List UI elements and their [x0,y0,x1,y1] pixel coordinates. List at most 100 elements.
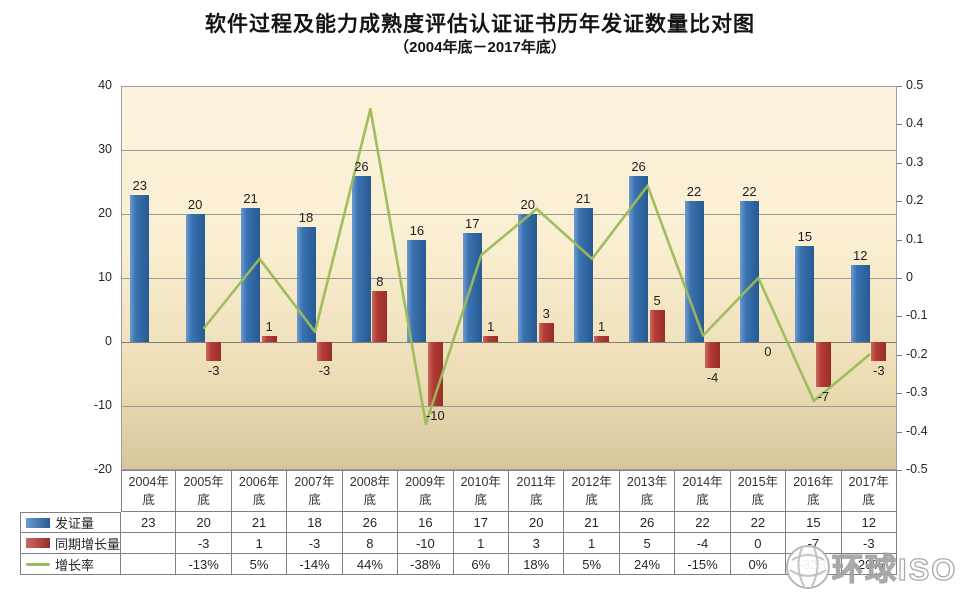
bar-growth-amount [261,335,277,342]
bar-label-certificates: 20 [520,197,535,212]
bar-label-growth-amount: 1 [487,318,495,334]
bar-certificates [795,246,815,342]
table-cell: 26 [619,512,676,533]
table-header-year: 2008年 [349,474,391,489]
bar-label-certificates: 16 [409,222,425,238]
bar-growth-amount [427,342,443,406]
y-axis-label-left: 20 [98,206,112,220]
table-header-year: 底 [474,493,488,507]
table-cell: 21 [564,512,620,533]
table-cell: 22 [675,512,731,533]
table-cell: -14% [287,554,343,575]
table-header-year: 底 [363,493,377,507]
data-label-layer: 23 20 -3 21 1 18 -3 26 8 16 -10 17 1 20 3 21 1 26 5 22 -4 22 0… [121,86,897,470]
table-header-year: 2014年 [682,474,723,489]
y-axis-tick-right [897,393,902,395]
table-header-year: 底 [696,493,709,507]
y-axis-tick-right [897,278,902,279]
table-header-year: 底 [197,493,210,507]
bar-certificates [407,239,427,342]
legend-cell-growth-rate: 增长率 [20,554,121,575]
bar-label-growth-amount: -3 [873,363,885,379]
y-axis-tick-right [897,162,902,164]
bar-label-certificates: 17 [465,216,480,232]
table-cell: -32% [786,554,842,575]
bar-label-certificates: 26 [631,158,646,174]
table-cell: 17 [453,512,509,533]
y-axis-label-left: 30 [98,142,112,156]
bar-growth-amount [594,335,610,342]
table-cell: 1 [453,533,509,554]
y-axis-label-right: 0.4 [906,116,924,131]
legend-label: 增长率 [55,557,95,573]
table-header-year: 2013年 [626,474,668,489]
table-header-cell: 2017年底 [841,470,897,512]
gridline [121,214,897,215]
table-cell: 44% [342,554,399,575]
bar-certificates [850,265,870,342]
table-cell: 18 [287,512,343,533]
table-header-year: 底 [308,493,321,507]
table-header-year: 底 [252,493,266,507]
table-cell: 0 [730,533,787,554]
chart-title: 软件过程及能力成熟度评估认证证书历年发证数量比对图 [205,13,755,36]
bar-certificates [629,175,649,342]
bar-label-growth-amount: 1 [265,318,273,334]
bar-certificates [684,201,704,342]
table-cell: 20 [509,512,565,533]
legend-label: 同期增长量 [55,536,121,552]
table-header-year: 底 [807,493,820,507]
table-cell: 26 [342,512,399,533]
table-cell: 18% [509,554,565,575]
bar-label-growth-amount: -4 [706,369,719,385]
table-cell [121,533,177,554]
bar-growth-amount [483,335,499,342]
table-header-cell: 2015年底 [730,470,787,512]
table-cell: 24% [619,554,676,575]
table-cell [121,554,177,575]
legend-line-swatch [26,562,50,566]
table-header-cell: 2016年底 [786,470,842,512]
y-axis-label-left: 10 [98,270,112,284]
legend-cell-growth-amount: 同期增长量 [20,533,121,554]
bar-label-certificates: 21 [243,190,258,206]
legend-bar-swatch [26,517,50,528]
table-cell: 5% [231,554,288,575]
table-header-cell: 2012年底 [564,470,620,512]
bar-label-certificates: 23 [132,177,147,193]
table-cell: -10 [398,533,454,554]
gridline [121,342,897,343]
table-cell: 3 [509,533,565,554]
table-header-year: 2006年 [238,474,280,489]
bar-certificates [130,194,150,342]
table-header-year: 底 [640,493,654,507]
y-axis-label-right: 0 [906,270,913,284]
bar-label-growth-amount: -3 [207,363,220,379]
y-axis-tick-right [897,316,902,318]
table-cell: -15% [675,554,731,575]
y-axis-tick-right [897,86,902,87]
bar-growth-amount [649,310,665,342]
table-header-year: 底 [529,493,543,507]
bar-label-certificates: 21 [575,190,591,206]
table-header-year: 底 [585,493,598,507]
table-cell: 0% [730,554,787,575]
y-axis-tick-right [897,201,902,203]
bar-growth-amount [206,342,222,362]
growth-rate-line [202,107,871,426]
table-cell: 23 [121,512,177,533]
table-header-cell: 2013年底 [619,470,676,512]
y-axis-label-right: 0.3 [906,154,924,169]
table-cell: 21 [231,512,288,533]
table-header-year: 2016年 [793,474,834,489]
y-axis-label-right: -0.2 [906,346,928,361]
table-header-year: 2004年 [128,474,169,489]
table-cell: -7 [786,533,842,554]
bar-growth-amount [317,342,332,362]
bar-growth-amount [815,342,831,387]
bar-label-growth-amount: -10 [425,408,445,423]
table-cell: -38% [398,554,454,575]
bar-certificates [241,207,261,342]
y-axis-label-right: -0.3 [906,385,928,400]
